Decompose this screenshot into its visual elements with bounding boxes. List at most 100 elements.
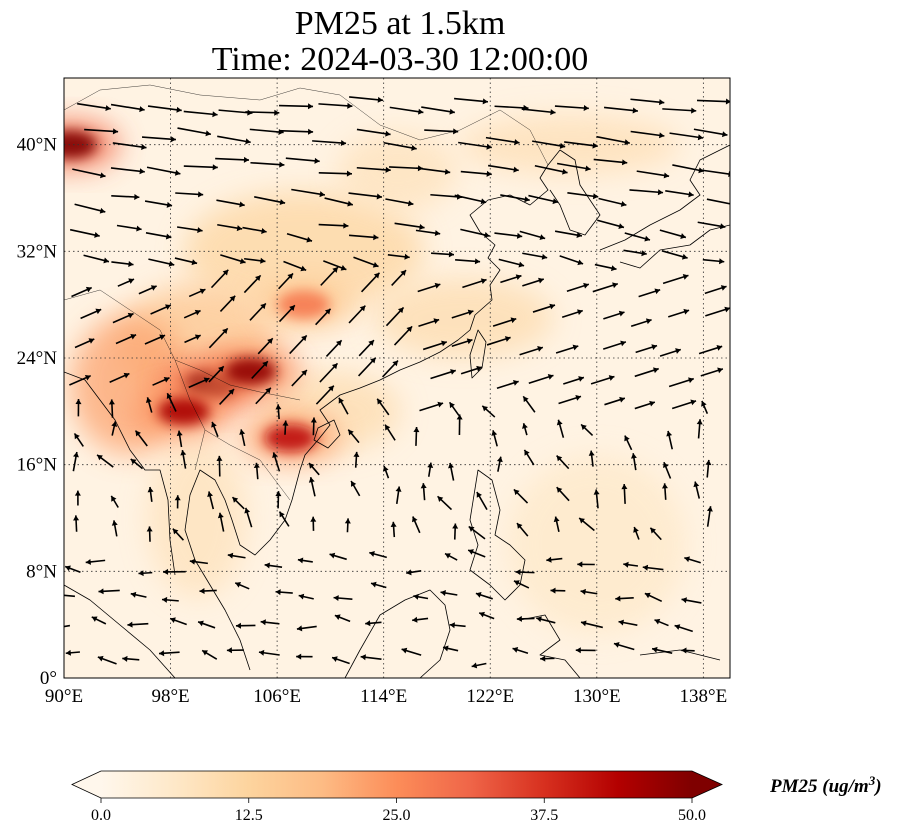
wind-vector [492,317,517,327]
wind-vector [496,380,519,390]
wind-vector [318,222,349,229]
wind-vector [74,203,106,214]
wind-vector [231,496,245,510]
wind-vector [462,278,487,289]
wind-vector [217,223,243,232]
wind-vector [147,105,182,113]
wind-vector [500,274,522,284]
wind-vector [613,642,635,651]
wind-vector [580,620,603,629]
wind-vector [69,374,92,386]
wind-vector [651,646,673,654]
wind-vector [297,557,313,564]
wind-vector [152,377,170,386]
wind-vector [693,128,728,138]
wind-vector [478,611,495,620]
wind-vector [536,616,556,624]
wind-vector [475,592,493,600]
wind-vector [681,597,702,604]
wind-vector [460,228,490,238]
wind-vector [111,193,140,200]
wind-vector [384,424,396,441]
wind-vector [567,191,599,200]
wind-vector [515,569,535,576]
wind-vector [289,334,308,355]
wind-vector [216,455,223,477]
coastline-sulawesi-newguinea [519,614,721,678]
wind-vector [412,616,429,623]
wind-vector [134,430,148,447]
wind-vector [491,430,498,447]
wind-vector [393,325,413,346]
wind-vector [577,561,595,568]
wind-vector [602,340,627,350]
map-title-line2: Time: 2024-03-30 12:00:00 [211,41,589,78]
wind-vector [72,451,79,472]
wind-vector [636,170,670,179]
wind-vector [431,251,455,258]
wind-vector [630,130,665,139]
wind-vector [442,645,459,652]
wind-vector [253,462,260,480]
wind-vector [251,360,269,379]
coastline-borneo [344,589,451,678]
wind-vector [148,258,175,267]
lat-tick-label: 8°N [26,561,57,582]
wind-vector [430,369,457,380]
wind-vector [175,191,204,198]
wind-vector [163,568,186,575]
wind-vector [255,387,272,405]
wind-vector [264,562,283,569]
wind-vector [97,655,117,665]
pm25-haze-patch [506,454,687,635]
wind-vector [412,516,421,534]
wind-vector [451,338,473,348]
wind-vector [624,232,651,242]
wind-vector [325,339,343,358]
coastline-taiwan [469,329,487,379]
wind-vector [146,166,181,176]
wind-vector [150,304,172,315]
wind-vector [390,521,397,538]
wind-vector [197,620,216,629]
wind-vector [693,481,701,499]
wind-vector [523,449,535,466]
wind-vector [519,230,546,241]
wind-vector [494,232,523,239]
wind-vector [369,551,387,559]
wind-vector [278,304,296,323]
wind-vector [169,617,187,626]
coastline-korea [547,149,601,236]
wind-vector [176,226,203,234]
wind-vector [77,102,111,112]
wind-vector [239,429,246,447]
wind-vector [208,365,225,383]
wind-vector [669,132,704,141]
wind-vector [448,462,455,481]
wind-vector [588,450,595,467]
wind-vector [705,306,730,317]
lat-tick-label: 24°N [17,348,58,369]
wind-vector [201,649,218,660]
wind-vector [166,392,177,412]
wind-vector [110,103,145,113]
wind-vector [630,318,652,328]
wind-vector [235,622,256,629]
wind-vector [674,624,693,633]
wind-vector [176,430,183,448]
wind-vector [219,295,236,313]
wind-vector [381,360,399,378]
wind-vector [598,197,627,207]
wind-vector [348,192,383,200]
coastline-indochina [184,469,301,671]
wind-vector [635,344,658,354]
wind-vector [243,274,262,294]
wind-vector [642,564,664,571]
wind-vector [437,495,453,511]
wind-vector [460,170,492,177]
wind-vector [603,106,638,114]
wind-vector [180,449,187,469]
wind-vector [385,198,414,207]
wind-vector [532,140,566,149]
wind-vector [448,401,460,417]
